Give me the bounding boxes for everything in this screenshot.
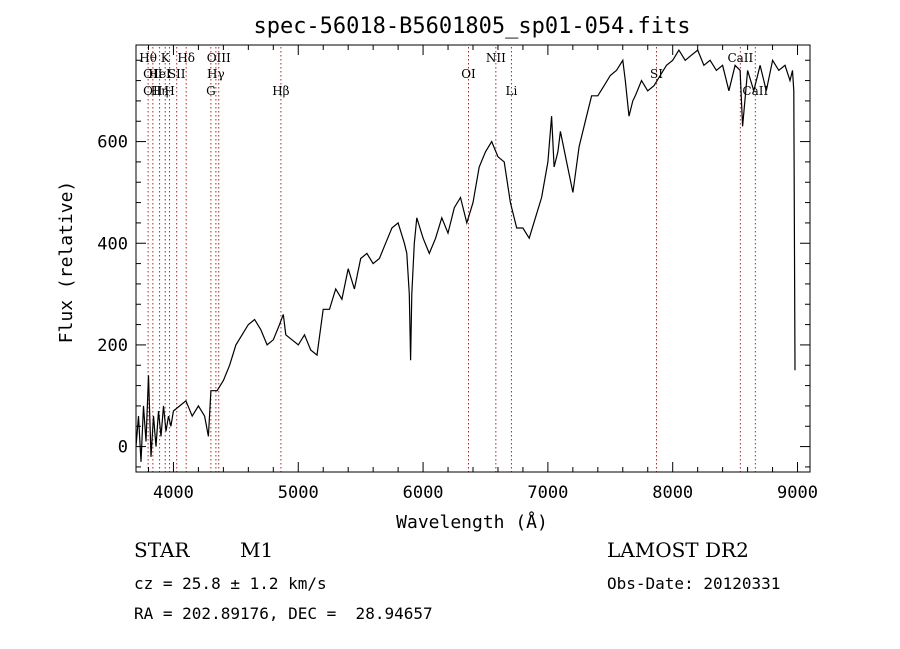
x-tick-label-5: 9000 xyxy=(777,483,818,503)
spectral-line-markers xyxy=(147,47,756,472)
x-axis-ticks: 4000 5000 6000 7000 8000 9000 xyxy=(147,45,818,503)
line-label-16: SI xyxy=(650,67,663,81)
line-label-17: CaII xyxy=(727,51,753,65)
line-label-11: OIII xyxy=(207,51,231,65)
x-tick-label-0: 4000 xyxy=(153,483,194,503)
line-label-7: SII xyxy=(168,67,186,81)
y-tick-label-0: 0 xyxy=(118,438,128,458)
line-label-13: OI xyxy=(461,67,476,81)
object-subclass: M1 xyxy=(240,538,274,562)
coordinates: RA = 202.89176, DEC = 28.94657 xyxy=(134,604,433,623)
x-tick-label-4: 8000 xyxy=(652,483,693,503)
line-label-2: OII xyxy=(143,84,163,98)
line-label-18: CaII xyxy=(742,84,768,98)
spectral-line-labels: HθOIIOIIHηHeIKHSIIHδGHγOIIIHβOINIILiSICa… xyxy=(139,51,768,98)
object-class: STAR xyxy=(134,538,190,562)
chart-title: spec-56018-B5601805_sp01-054.fits xyxy=(253,14,690,39)
x-axis-label: Wavelength (Å) xyxy=(396,511,548,533)
line-label-0: Hθ xyxy=(139,51,157,65)
x-tick-label-3: 7000 xyxy=(527,483,568,503)
line-label-8: Hδ xyxy=(177,51,195,65)
line-label-14: NII xyxy=(486,51,506,65)
survey-name: LAMOST DR2 xyxy=(607,538,749,562)
line-label-1: OII xyxy=(143,67,163,81)
y-tick-label-3: 600 xyxy=(97,133,128,153)
y-tick-label-1: 200 xyxy=(97,336,128,356)
line-label-10: Hγ xyxy=(207,67,225,81)
line-label-15: Li xyxy=(506,84,518,98)
y-axis-ticks: 0 200 400 600 xyxy=(97,59,810,468)
line-label-6: H xyxy=(164,84,174,98)
x-tick-label-1: 5000 xyxy=(278,483,319,503)
line-label-12: Hβ xyxy=(272,84,289,98)
redshift-cz: cz = 25.8 ± 1.2 km/s xyxy=(134,574,327,593)
line-label-5: K xyxy=(161,51,171,65)
line-label-3: Hη xyxy=(151,84,169,98)
line-label-9: G xyxy=(206,84,216,98)
plot-frame xyxy=(135,44,811,473)
x-tick-label-2: 6000 xyxy=(403,483,444,503)
line-label-4: HeI xyxy=(148,67,171,81)
observation-date: Obs-Date: 20120331 xyxy=(607,574,781,593)
y-tick-label-2: 400 xyxy=(97,234,128,254)
spectrum-series xyxy=(135,48,796,462)
y-axis-label: Flux (relative) xyxy=(56,181,77,344)
